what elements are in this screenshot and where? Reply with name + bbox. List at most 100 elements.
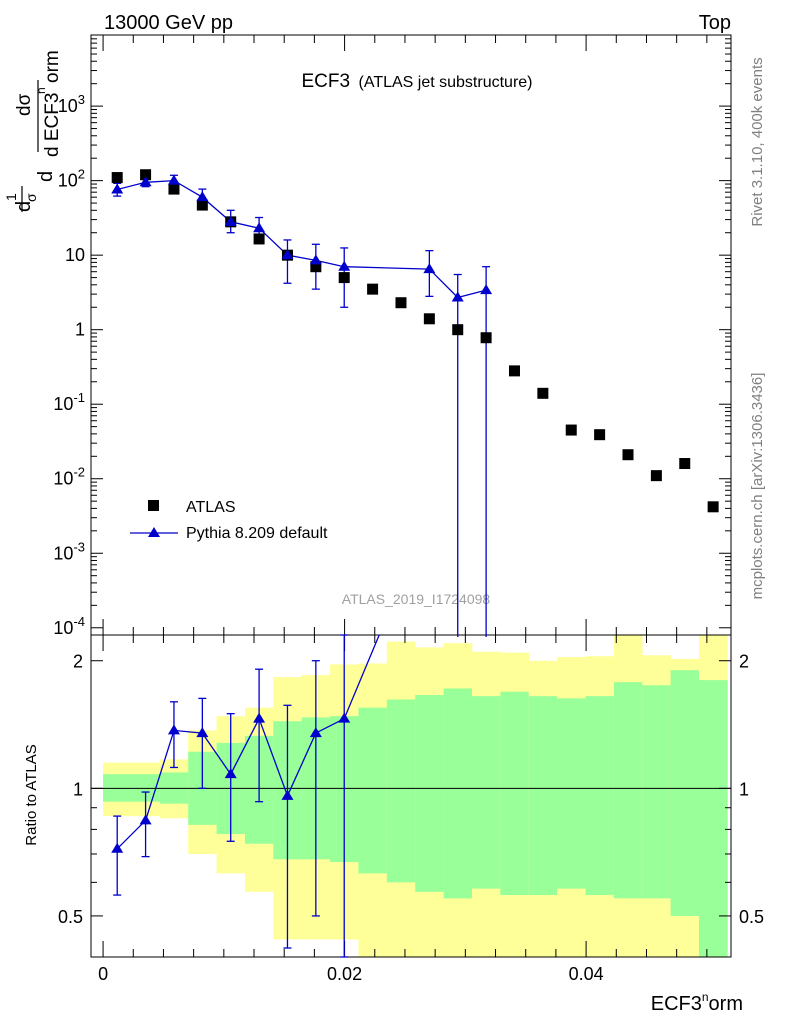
band-inner-bin xyxy=(528,696,558,896)
band-inner-bin xyxy=(471,696,501,889)
ratio-xtick-label: 0.02 xyxy=(327,964,362,984)
svg-text:d: d xyxy=(13,201,35,212)
ratio-mc-point xyxy=(196,727,209,738)
ratio-ytick-label: 1 xyxy=(73,779,83,799)
ratio-ytick-label-right: 0.5 xyxy=(739,907,764,927)
ratio-xtick-label: 0.04 xyxy=(569,964,604,984)
mc-point xyxy=(338,260,351,271)
mc-point xyxy=(253,222,266,233)
band-inner-bin xyxy=(670,670,700,916)
atlas-point xyxy=(622,449,634,461)
main-ytick-label: 1 xyxy=(75,320,85,340)
atlas-point xyxy=(140,169,152,181)
ratio-mc-point xyxy=(224,768,237,779)
svg-text:d ECF3: d ECF3 xyxy=(42,93,63,157)
atlas-point xyxy=(367,283,379,295)
mc-point xyxy=(309,254,322,265)
legend: ATLAS Pythia 8.209 default xyxy=(130,499,328,542)
main-ytick-label: 103 xyxy=(58,92,85,116)
mc-point xyxy=(167,174,180,185)
ratio-ytick-label: 0.5 xyxy=(58,907,83,927)
main-panel-frame xyxy=(90,34,732,636)
ratio-ytick-label-right: 1 xyxy=(739,779,749,799)
svg-text:σ: σ xyxy=(23,193,39,202)
ratio-mc-point xyxy=(309,727,322,738)
mc-point xyxy=(111,183,124,194)
atlas-point xyxy=(480,332,492,344)
band-inner-bin xyxy=(642,685,671,899)
mc-point xyxy=(480,284,493,295)
ratio-mc-line xyxy=(116,634,380,850)
band-inner-bin xyxy=(358,707,388,874)
mc-line xyxy=(117,179,487,299)
mc-point xyxy=(196,191,209,202)
atlas-point xyxy=(650,470,662,482)
main-ytick-label: 10 xyxy=(65,245,85,265)
ratio-ytick-label-right: 2 xyxy=(739,652,749,672)
band-inner-bin xyxy=(443,688,473,899)
atlas-point xyxy=(253,233,265,245)
svg-text:dσ: dσ xyxy=(14,93,35,116)
band-inner-bin xyxy=(500,691,530,896)
plot-title: ECF3 (ATLAS jet substructure) xyxy=(301,71,532,92)
ratio-axes: 0 0.02 0.04 0.5 0.5 1 1 2 2 xyxy=(58,635,764,984)
ratio-ytick-label: 2 xyxy=(73,652,83,672)
main-ytick-label: 10-3 xyxy=(53,539,85,563)
legend-mc-marker xyxy=(148,527,160,537)
atlas-point xyxy=(565,424,577,436)
atlas-point xyxy=(196,199,208,211)
svg-text:1: 1 xyxy=(3,193,19,201)
atlas-point xyxy=(679,458,691,470)
atlas-point xyxy=(168,183,180,195)
analysis-id: ATLAS_2019_I1724098 xyxy=(342,591,491,607)
ratio-mc-point xyxy=(167,724,180,735)
band-inner-bin xyxy=(386,699,416,883)
band-inner-bin xyxy=(613,682,643,899)
atlas-point xyxy=(395,297,407,309)
legend-atlas-marker xyxy=(148,500,159,511)
title-sub: (ATLAS jet substructure) xyxy=(359,74,533,91)
atlas-point xyxy=(111,172,123,184)
ratio-mc-point xyxy=(281,789,294,800)
svg-text:n: n xyxy=(34,87,48,94)
legend-mc-label: Pythia 8.209 default xyxy=(186,525,328,542)
title-main: ECF3 xyxy=(301,71,350,92)
atlas-point xyxy=(452,324,464,336)
atlas-point xyxy=(508,365,520,377)
ratio-mc-point xyxy=(253,712,266,723)
atlas-point xyxy=(537,387,549,399)
main-ylabel: d 1 σ d dσ d ECF3 n orm xyxy=(3,50,63,212)
mc-point xyxy=(423,263,436,274)
ratio-mc-point xyxy=(139,814,152,825)
ratio-ylabel: Ratio to ATLAS xyxy=(23,744,40,845)
main-ytick-label: 10-1 xyxy=(53,390,85,414)
main-marks xyxy=(111,169,719,635)
ratio-marks xyxy=(111,634,487,958)
ratio-mc-point xyxy=(338,712,351,723)
ratio-xtick-label: 0 xyxy=(98,964,108,984)
main-ytick-label: 102 xyxy=(58,167,85,191)
atlas-point xyxy=(707,501,719,513)
rivet-version: Rivet 3.1.10, 400k events xyxy=(749,57,766,226)
uncertainty-bands xyxy=(91,635,731,957)
svg-text:d: d xyxy=(35,171,57,182)
mc-point xyxy=(224,215,237,226)
atlas-point xyxy=(338,272,350,284)
header-right: Top xyxy=(699,12,731,34)
atlas-point xyxy=(310,261,322,273)
mc-point xyxy=(451,291,464,302)
ratio-panel-frame xyxy=(90,634,732,958)
legend-atlas-label: ATLAS xyxy=(186,499,236,516)
band-inner-bin xyxy=(699,680,728,957)
atlas-point xyxy=(423,313,435,325)
main-ytick-label: 10-2 xyxy=(53,465,85,489)
xlabel: ECF3norm xyxy=(651,990,743,1015)
band-inner-bin xyxy=(557,698,586,889)
ratio-mc-point xyxy=(111,842,124,853)
header-left: 13000 GeV pp xyxy=(104,12,233,34)
mcplots-source: mcplots.cern.ch [arXiv:1306.3436] xyxy=(749,373,766,600)
band-inner-bin xyxy=(585,696,615,896)
main-ytick-label: 10-4 xyxy=(53,614,85,638)
atlas-point xyxy=(594,429,606,441)
